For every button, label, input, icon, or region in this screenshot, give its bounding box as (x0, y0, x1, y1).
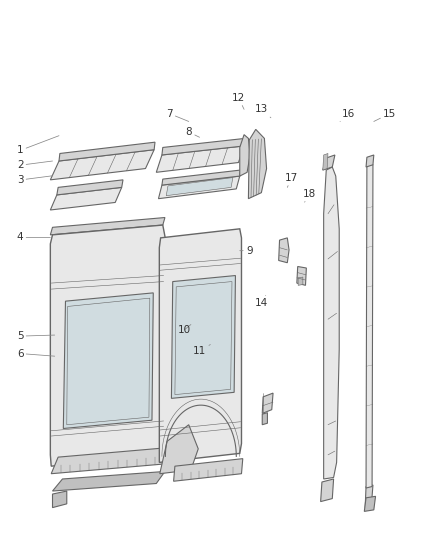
Polygon shape (323, 155, 335, 170)
Polygon shape (279, 238, 289, 263)
Polygon shape (160, 425, 198, 474)
Text: 10: 10 (178, 325, 191, 335)
Polygon shape (53, 491, 67, 507)
Polygon shape (67, 298, 150, 425)
Polygon shape (171, 276, 236, 398)
Text: 12: 12 (232, 93, 245, 109)
Polygon shape (50, 188, 122, 210)
Polygon shape (51, 447, 171, 474)
Polygon shape (262, 393, 273, 414)
Polygon shape (166, 177, 233, 196)
Text: 18: 18 (303, 189, 316, 202)
Text: 3: 3 (17, 175, 53, 185)
Polygon shape (53, 472, 165, 491)
Text: 6: 6 (17, 349, 55, 359)
Text: 8: 8 (185, 127, 200, 138)
Polygon shape (298, 277, 303, 285)
Text: 9: 9 (240, 246, 253, 256)
Polygon shape (324, 167, 339, 479)
Polygon shape (366, 155, 374, 167)
Text: 13: 13 (255, 104, 271, 118)
Polygon shape (64, 293, 153, 429)
Polygon shape (50, 225, 165, 466)
Polygon shape (159, 229, 241, 463)
Polygon shape (248, 130, 267, 199)
Polygon shape (364, 496, 375, 511)
Polygon shape (50, 150, 154, 180)
Polygon shape (162, 170, 240, 185)
Text: 2: 2 (17, 160, 53, 170)
Polygon shape (50, 217, 165, 235)
Text: 5: 5 (17, 331, 55, 341)
Polygon shape (297, 266, 306, 285)
Text: 1: 1 (17, 136, 59, 156)
Polygon shape (175, 281, 232, 394)
Text: 15: 15 (374, 109, 396, 122)
Polygon shape (162, 139, 245, 155)
Polygon shape (321, 479, 334, 502)
Text: 14: 14 (255, 295, 268, 309)
Polygon shape (57, 180, 123, 195)
Text: 16: 16 (340, 109, 355, 122)
Polygon shape (365, 485, 373, 507)
Polygon shape (173, 458, 243, 481)
Polygon shape (262, 413, 268, 425)
Polygon shape (240, 135, 250, 176)
Polygon shape (323, 154, 328, 170)
Polygon shape (59, 142, 155, 161)
Polygon shape (366, 163, 373, 488)
Text: 17: 17 (285, 173, 298, 188)
Text: 11: 11 (193, 344, 210, 356)
Polygon shape (156, 146, 244, 172)
Text: 7: 7 (166, 109, 189, 122)
Polygon shape (159, 176, 240, 199)
Text: 4: 4 (17, 232, 50, 243)
